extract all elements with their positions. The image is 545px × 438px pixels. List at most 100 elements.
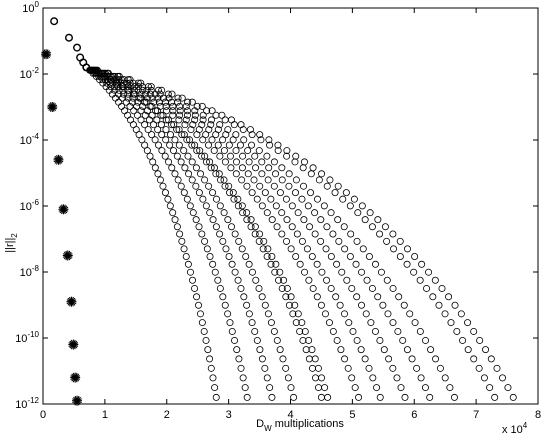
data-point-circle xyxy=(169,107,177,115)
x-axis-label: DW multiplications xyxy=(256,418,344,433)
x-tick-label: 6 xyxy=(411,409,417,421)
data-point-circle xyxy=(124,94,132,102)
data-point-circle xyxy=(306,223,314,231)
data-point-circle xyxy=(183,111,191,119)
data-point-circle xyxy=(124,111,132,119)
data-point-circle xyxy=(243,216,251,224)
data-point-circle xyxy=(231,336,239,344)
data-point-circle xyxy=(266,384,274,392)
data-point-circle xyxy=(283,216,291,224)
data-point-circle xyxy=(111,83,119,91)
data-point-circle xyxy=(198,230,206,238)
data-point-circle xyxy=(191,284,199,292)
data-point-circle xyxy=(192,164,200,172)
data-point-circle xyxy=(416,276,424,284)
data-point-circle xyxy=(220,147,228,155)
data-point-circle xyxy=(358,268,366,276)
data-point-circle xyxy=(180,245,188,253)
data-point-circle xyxy=(358,301,366,309)
data-point-circle xyxy=(264,176,272,184)
data-point-circle xyxy=(238,176,246,184)
data-point-circle xyxy=(229,189,237,197)
data-point-circle xyxy=(329,230,337,238)
data-point-circle xyxy=(396,237,404,245)
data-point-circle xyxy=(180,147,188,155)
data-point-circle xyxy=(111,72,119,80)
data-point-circle xyxy=(436,364,444,372)
data-point-circle xyxy=(313,260,321,268)
data-point-circle xyxy=(453,327,461,335)
data-point-circle xyxy=(258,202,266,210)
data-point-circle xyxy=(188,176,196,184)
data-point-circle xyxy=(232,170,240,178)
data-point-circle xyxy=(346,202,354,210)
data-point-circle xyxy=(287,293,295,301)
data-point-circle xyxy=(207,121,215,129)
data-point-circle xyxy=(278,209,286,217)
data-point-circle xyxy=(148,111,156,119)
data-point-circle xyxy=(321,310,329,318)
data-point-circle xyxy=(318,374,326,382)
data-point-circle xyxy=(180,189,188,197)
data-point-circle xyxy=(313,293,321,301)
data-point-circle xyxy=(431,276,439,284)
data-point-circle xyxy=(326,176,334,184)
data-point-circle xyxy=(256,346,264,354)
data-point-circle xyxy=(169,209,177,217)
data-point-circle xyxy=(154,86,162,94)
data-point-circle xyxy=(199,116,207,124)
data-point-circle xyxy=(104,69,112,77)
data-point-circle xyxy=(323,276,331,284)
data-point-circle xyxy=(237,284,245,292)
data-point-circle xyxy=(155,141,163,149)
data-point-circle xyxy=(224,126,232,134)
data-point-circle xyxy=(232,131,240,139)
y-tick-label: 10-10 xyxy=(15,330,39,345)
data-point-circle xyxy=(235,355,243,363)
data-point-circle xyxy=(255,147,263,155)
data-point-circle xyxy=(285,301,293,309)
data-point-circle xyxy=(137,116,145,124)
data-point-circle xyxy=(185,170,193,178)
data-point-circle xyxy=(127,83,135,91)
data-point-circle xyxy=(256,131,264,139)
data-point-circle xyxy=(210,147,218,155)
data-point-circle xyxy=(298,237,306,245)
data-point-circle xyxy=(161,189,169,197)
data-point-circle xyxy=(239,374,247,382)
data-point-circle xyxy=(304,202,312,210)
data-point-circle xyxy=(390,245,398,253)
data-point-circle xyxy=(341,355,349,363)
data-point-circle xyxy=(347,230,355,238)
data-point-circle xyxy=(177,158,185,166)
axes-frame xyxy=(42,7,539,405)
data-point-circle xyxy=(191,111,199,119)
data-point-circle xyxy=(252,164,260,172)
series-13 xyxy=(82,63,458,401)
data-point-circle xyxy=(255,284,263,292)
data-point-circle xyxy=(294,310,302,318)
data-point-circle xyxy=(320,202,328,210)
x-tick-label: 8 xyxy=(535,409,541,421)
data-point-circle xyxy=(313,195,321,203)
data-point-circle xyxy=(184,260,192,268)
data-point-circle xyxy=(239,209,247,217)
data-point-circle xyxy=(284,374,292,382)
data-point-circle xyxy=(243,182,251,190)
data-point-circle xyxy=(144,126,152,134)
data-point-circle xyxy=(184,152,192,160)
data-point-circle xyxy=(162,136,170,144)
data-point-circle xyxy=(157,121,165,129)
y-tick-label: 10-6 xyxy=(20,198,40,213)
data-point-circle xyxy=(218,111,226,119)
data-point-circle xyxy=(493,364,501,372)
data-point-circle xyxy=(321,384,329,392)
data-point-circle xyxy=(275,276,283,284)
data-point-circle xyxy=(362,310,370,318)
data-point-circle xyxy=(164,90,172,98)
data-point-circle xyxy=(354,209,362,217)
data-point-circle xyxy=(237,364,245,372)
data-point-circle xyxy=(122,98,130,106)
data-point-circle xyxy=(504,384,512,392)
data-point-circle xyxy=(212,195,220,203)
